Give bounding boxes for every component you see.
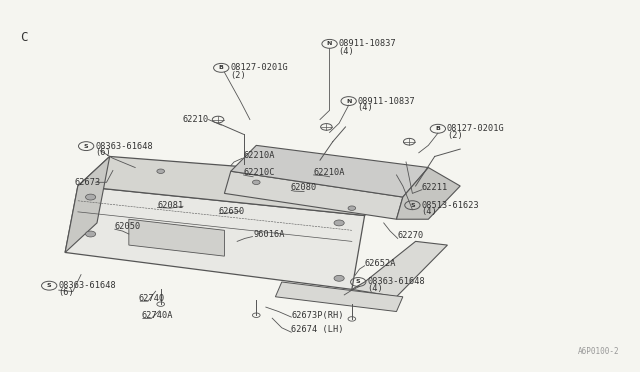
Polygon shape — [225, 171, 403, 219]
Text: 62080: 62080 — [290, 183, 316, 192]
Text: S: S — [356, 279, 360, 285]
Text: (2): (2) — [447, 131, 463, 140]
Text: 62740: 62740 — [138, 294, 164, 303]
Text: 62210C: 62210C — [244, 168, 275, 177]
Circle shape — [348, 206, 356, 211]
Text: (4): (4) — [358, 103, 373, 112]
Polygon shape — [396, 167, 460, 219]
Text: 62740A: 62740A — [141, 311, 173, 320]
Text: A6P0100-2: A6P0100-2 — [578, 347, 620, 356]
Text: S: S — [410, 203, 415, 208]
Text: 62081: 62081 — [157, 201, 184, 210]
Text: 62210A: 62210A — [314, 168, 345, 177]
Text: (4): (4) — [421, 207, 437, 217]
Text: B: B — [219, 65, 223, 70]
Text: 08127-0201G: 08127-0201G — [447, 124, 504, 133]
Text: (4): (4) — [339, 47, 354, 56]
Text: C: C — [20, 31, 28, 44]
Text: 62210A: 62210A — [244, 151, 275, 160]
Circle shape — [334, 220, 344, 226]
Polygon shape — [129, 219, 225, 256]
Text: 96016A: 96016A — [253, 230, 285, 239]
Text: 08513-61623: 08513-61623 — [421, 201, 479, 210]
Polygon shape — [352, 241, 447, 297]
Circle shape — [252, 180, 260, 185]
Text: 62211: 62211 — [422, 183, 448, 192]
Text: N: N — [346, 99, 351, 103]
Text: 08363-61648: 08363-61648 — [367, 278, 425, 286]
Text: 62270: 62270 — [397, 231, 424, 240]
Text: 08911-10837: 08911-10837 — [358, 97, 415, 106]
Polygon shape — [275, 282, 403, 311]
Text: 62650: 62650 — [218, 206, 244, 216]
Text: 62652A: 62652A — [365, 259, 396, 268]
Polygon shape — [65, 157, 109, 253]
Circle shape — [86, 194, 96, 200]
Text: 08363-61648: 08363-61648 — [58, 281, 116, 290]
Text: S: S — [84, 144, 88, 149]
Text: (4): (4) — [367, 284, 383, 293]
Circle shape — [86, 231, 96, 237]
Polygon shape — [65, 186, 365, 289]
Text: S: S — [47, 283, 51, 288]
Text: 62673: 62673 — [75, 178, 101, 187]
Text: 08127-0201G: 08127-0201G — [230, 63, 288, 72]
Polygon shape — [231, 145, 428, 197]
Text: (6): (6) — [58, 288, 74, 297]
Text: B: B — [435, 126, 440, 131]
Text: 08363-61648: 08363-61648 — [95, 142, 153, 151]
Text: (6): (6) — [95, 148, 111, 157]
Text: 08911-10837: 08911-10837 — [339, 39, 396, 48]
Text: 62674 (LH): 62674 (LH) — [291, 326, 344, 334]
Text: 62210: 62210 — [183, 115, 209, 124]
Polygon shape — [78, 157, 396, 215]
Circle shape — [334, 275, 344, 281]
Text: N: N — [327, 41, 332, 46]
Text: 62673P(RH): 62673P(RH) — [291, 311, 344, 320]
Text: (2): (2) — [230, 71, 246, 80]
Circle shape — [157, 169, 164, 173]
Text: 62050: 62050 — [115, 222, 141, 231]
